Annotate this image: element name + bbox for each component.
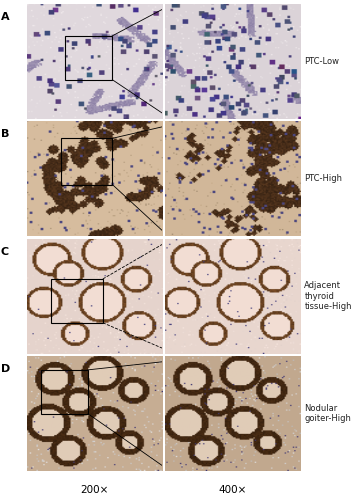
- Text: Nodular goiter-High: Nodular goiter-High: [304, 404, 351, 423]
- Bar: [52, 279, 103, 323]
- Text: PTC-Low: PTC-Low: [304, 56, 339, 66]
- Bar: [65, 36, 112, 80]
- Text: A: A: [1, 12, 9, 22]
- Bar: [61, 138, 112, 184]
- Bar: [40, 370, 88, 414]
- Text: Adjacent thyroid tissue-High: Adjacent thyroid tissue-High: [304, 282, 352, 311]
- Text: B: B: [1, 129, 9, 139]
- Text: 400×: 400×: [219, 485, 247, 495]
- Text: C: C: [1, 246, 9, 256]
- Text: D: D: [1, 364, 10, 374]
- Text: 200×: 200×: [81, 485, 109, 495]
- Text: PTC-High: PTC-High: [304, 174, 342, 183]
